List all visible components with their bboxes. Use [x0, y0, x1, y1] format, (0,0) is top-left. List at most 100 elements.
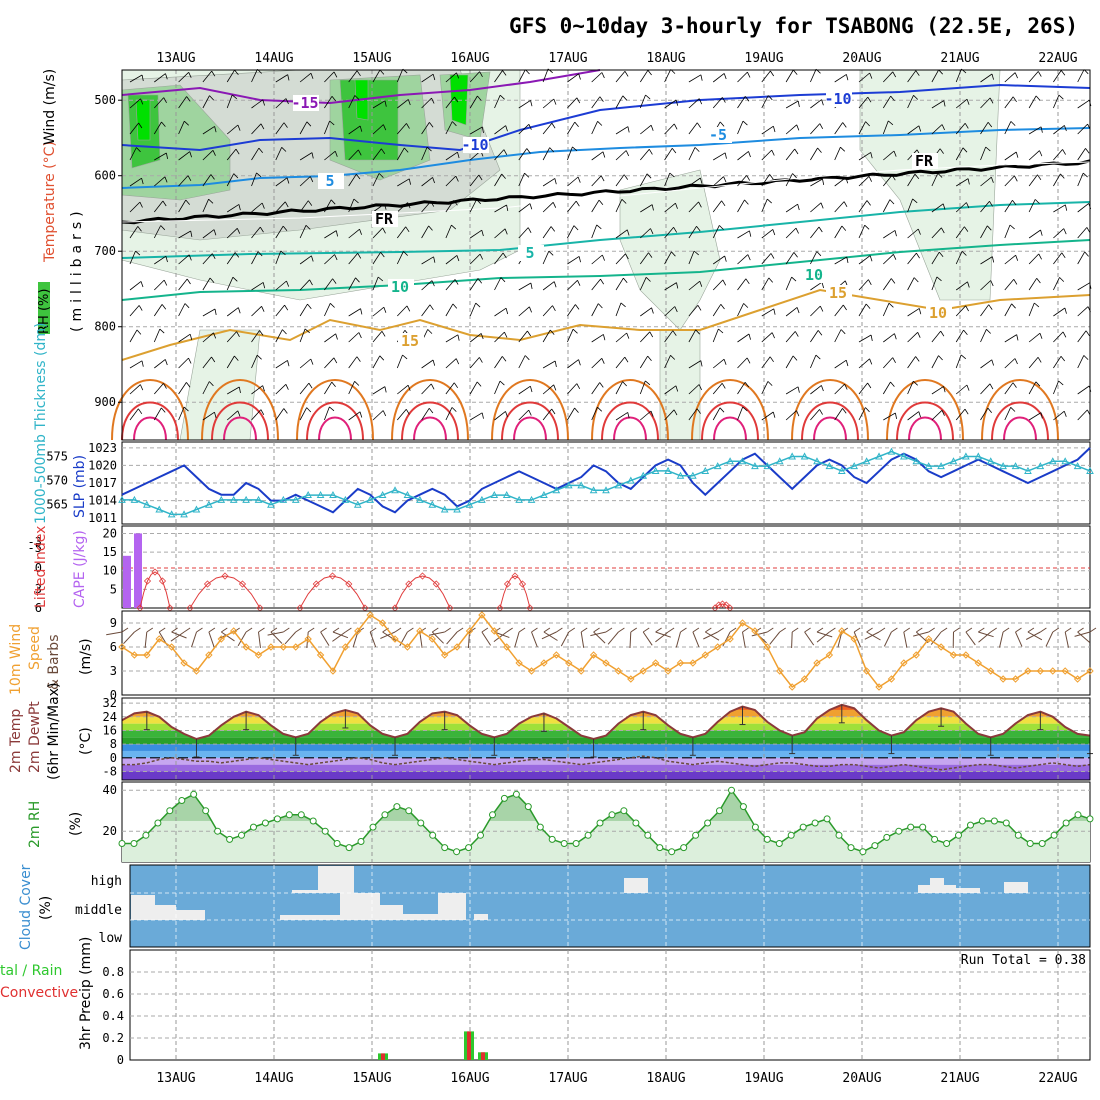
wind-barb-flag	[259, 226, 264, 233]
wind-barb	[591, 334, 604, 343]
wind-barb-flag	[893, 254, 897, 260]
wind-barb-flag	[184, 120, 189, 126]
wind-barb-flag	[845, 177, 849, 184]
wind-barb-flag	[817, 330, 823, 336]
wind10-barb-flag	[469, 627, 476, 633]
wind-barb-flag	[597, 406, 603, 412]
wind-barb-flag	[237, 410, 241, 417]
wind-barb	[275, 384, 287, 395]
temp-tick: 32	[103, 696, 117, 710]
wind-barb	[1028, 150, 1040, 161]
wind10-point	[1036, 667, 1045, 675]
wind-barb	[397, 99, 409, 109]
wind10-barb-flag	[978, 627, 985, 633]
thickness-tick: 575	[46, 449, 68, 463]
wind10-barb	[837, 631, 843, 648]
wind-barb	[688, 250, 695, 265]
wind10-barb-flag	[332, 627, 340, 633]
wind10-barb-flag	[866, 627, 873, 633]
thickness-point	[366, 495, 375, 503]
wind-barb	[542, 360, 556, 369]
wind-barb-flag	[985, 146, 991, 152]
wind10-point	[205, 651, 213, 659]
date-label-bottom-16AUG: 16AUG	[450, 1071, 489, 1086]
rh2m-point	[477, 831, 484, 839]
wind-barb	[202, 308, 216, 317]
wind-barb	[494, 411, 506, 421]
wind-barb	[153, 407, 162, 421]
wind-barb-flag	[772, 229, 776, 236]
wind-barb-flag	[693, 250, 699, 256]
wind-barb-flag	[305, 225, 311, 230]
wind-barb	[882, 199, 891, 213]
wind-barb-flag	[231, 94, 238, 100]
wind10-barb	[493, 631, 508, 642]
wind10-barb-flag	[432, 627, 439, 633]
wind-barb-flag	[552, 305, 556, 311]
wind-barb	[445, 279, 456, 291]
rh2m-point	[190, 790, 198, 798]
wind10-barb	[1045, 631, 1054, 647]
wind-barb-flag	[673, 227, 678, 233]
wind-barb-flag	[599, 382, 604, 388]
wind-barb	[348, 381, 355, 395]
thickness-point	[887, 447, 896, 455]
wind10-barb-flag	[965, 627, 973, 633]
wind-barb	[372, 410, 384, 421]
wind-barb-flag	[913, 380, 918, 386]
wind-barb-flag	[890, 278, 896, 284]
wind-barb	[640, 307, 652, 317]
wind-barb	[737, 120, 744, 135]
wind-barb-flag	[650, 410, 654, 417]
wind-barb	[931, 69, 940, 83]
wind-barb	[518, 355, 526, 369]
wind10-point	[825, 651, 834, 659]
wind-barb	[178, 151, 191, 161]
wind-barb-flag	[797, 100, 800, 107]
wind-barb	[372, 69, 381, 83]
wind-barb	[1053, 125, 1065, 135]
wind-barb-flag	[427, 329, 433, 334]
rh2m-point	[751, 823, 759, 831]
wind-barb	[275, 201, 286, 213]
wind-barb-flag	[918, 308, 922, 315]
label-bg	[518, 245, 544, 261]
wind-barb-flag	[1062, 149, 1066, 155]
wind-barb-flag	[382, 227, 386, 234]
wind10-barb	[804, 631, 815, 646]
wind10-point	[242, 643, 250, 651]
wind-barb-flag	[330, 199, 336, 205]
wind10-barb-flag	[891, 627, 898, 633]
wind10-point	[639, 667, 647, 675]
wind-barb	[834, 256, 848, 265]
wind-barb-flag	[139, 201, 143, 208]
wind-barb	[129, 201, 141, 213]
wind-barb	[591, 278, 601, 291]
wind-barb	[567, 329, 574, 343]
wind-barb	[202, 126, 215, 135]
wind-barb	[251, 355, 258, 369]
rh2m-point	[620, 807, 628, 815]
wind10-point	[167, 643, 176, 651]
wind-barb	[1004, 334, 1017, 343]
thickness-point	[353, 500, 362, 508]
wind-barb	[664, 385, 677, 395]
wind-barb-flag	[577, 176, 581, 183]
wind-barb-flag	[284, 201, 289, 208]
contour-freezing-inner	[121, 161, 1091, 223]
rh2m-point	[931, 835, 939, 843]
wind-barb-flag	[816, 251, 822, 257]
wind-barb	[1077, 227, 1088, 239]
wind10-point	[565, 659, 573, 667]
wind-barb	[1053, 356, 1062, 369]
contour-lobe-25	[701, 401, 759, 441]
cape-bar	[123, 555, 131, 608]
wind-barb	[737, 151, 749, 161]
wind-barb-flag	[238, 307, 241, 314]
li-point	[345, 580, 353, 588]
date-label-bottom-22AUG: 22AUG	[1038, 1071, 1077, 1086]
wind-barb-flag	[287, 74, 290, 81]
wind-barb	[445, 407, 453, 421]
wind-barb	[202, 332, 214, 343]
wind-barb	[1004, 200, 1013, 213]
